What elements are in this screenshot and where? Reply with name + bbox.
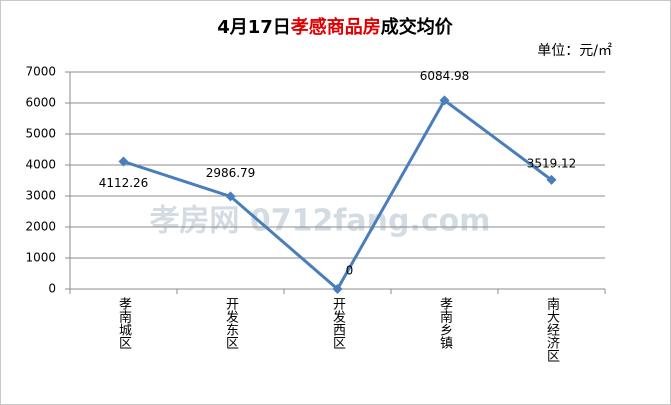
title-part: 4月17日 bbox=[217, 17, 291, 38]
x-tick-label: 孝南乡镇 bbox=[437, 297, 453, 349]
marker bbox=[332, 284, 343, 294]
data-label: 2986.79 bbox=[206, 166, 256, 180]
y-tick-label: 6000 bbox=[25, 96, 56, 110]
marker bbox=[546, 174, 557, 185]
data-label: 3519.12 bbox=[527, 156, 577, 170]
x-tick-label: 开发东区 bbox=[223, 297, 239, 349]
y-tick-label: 2000 bbox=[25, 220, 56, 234]
chart-title: 4月17日孝感商品房成交均价 bbox=[217, 16, 454, 38]
y-tick-label: 7000 bbox=[25, 65, 56, 79]
y-tick-label: 0 bbox=[48, 282, 56, 296]
x-tick-label: 南大经济区 bbox=[544, 296, 560, 362]
y-tick-label: 4000 bbox=[25, 158, 56, 172]
x-tick-label: 开发西区 bbox=[330, 297, 346, 349]
data-label: 0 bbox=[346, 264, 354, 278]
marker bbox=[225, 191, 236, 202]
title-part: 成交均价 bbox=[381, 16, 454, 38]
marker bbox=[118, 156, 129, 167]
data-label: 4112.26 bbox=[99, 176, 149, 190]
x-tick-label: 孝南城区 bbox=[116, 297, 132, 349]
unit-label: 单位：元/㎡ bbox=[537, 43, 612, 59]
y-tick-label: 5000 bbox=[25, 127, 56, 141]
marker bbox=[439, 95, 450, 106]
y-tick-label: 3000 bbox=[25, 189, 56, 203]
data-label: 6084.98 bbox=[420, 69, 470, 83]
y-tick-label: 1000 bbox=[25, 251, 56, 265]
watermark: 孝房网 0712fang.com bbox=[149, 204, 490, 239]
title-part: 孝感商品房 bbox=[290, 16, 381, 38]
